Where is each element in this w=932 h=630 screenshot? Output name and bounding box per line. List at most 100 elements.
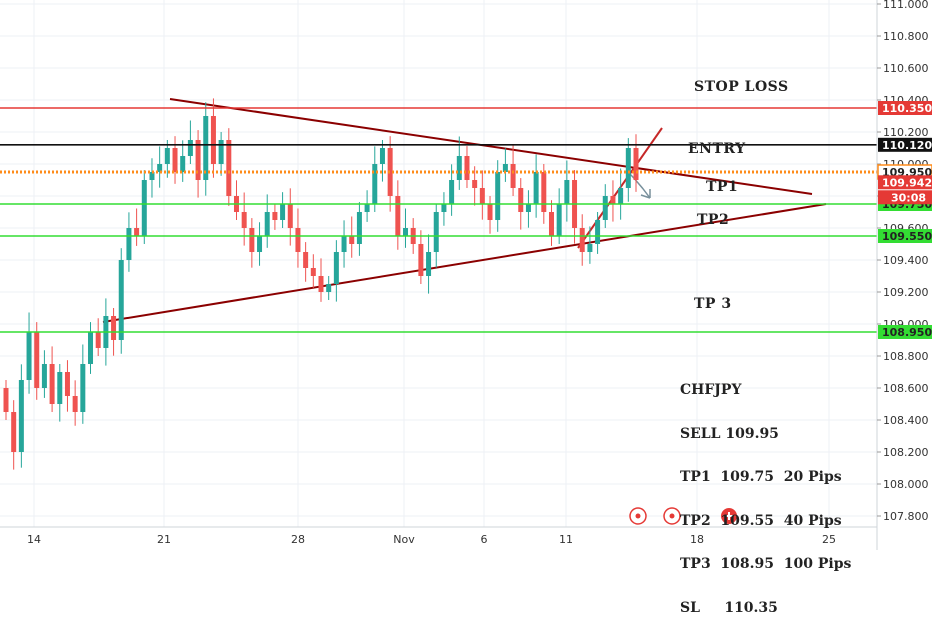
candle-body bbox=[341, 236, 347, 252]
dividend-event-icon[interactable] bbox=[629, 507, 647, 525]
candle-body bbox=[433, 212, 439, 252]
projection-arrow-icon bbox=[627, 171, 651, 199]
candle-body bbox=[595, 220, 601, 244]
current-price-tag bbox=[878, 175, 932, 190]
tp2-annotation: TP2 bbox=[697, 212, 729, 228]
time-tick-label: 14 bbox=[27, 533, 41, 546]
candle-body bbox=[257, 236, 263, 252]
candle-body bbox=[80, 364, 86, 412]
candle-body bbox=[218, 140, 224, 164]
countdown-label: 30:08 bbox=[891, 191, 926, 204]
candle-body bbox=[249, 228, 255, 252]
stop-loss-price-tag bbox=[878, 101, 932, 115]
add-event-icon[interactable] bbox=[721, 508, 737, 524]
candle-body bbox=[387, 148, 393, 196]
candle-body bbox=[187, 140, 193, 156]
time-tick-label: 11 bbox=[559, 533, 573, 546]
candle-body bbox=[203, 116, 209, 180]
info-tp1: TP1 109.75 20 Pips bbox=[680, 469, 842, 485]
candle-body bbox=[57, 372, 63, 404]
candle-body bbox=[487, 204, 493, 220]
info-symbol: CHFJPY bbox=[680, 382, 742, 398]
candle-body bbox=[210, 116, 216, 164]
candle-body bbox=[280, 204, 286, 220]
candle-body bbox=[18, 380, 24, 452]
price-axis[interactable]: 111.000110.800110.600110.400110.200110.0… bbox=[876, 0, 932, 550]
candle-body bbox=[418, 244, 424, 276]
stop-loss-annotation: STOP LOSS bbox=[694, 79, 789, 95]
candle-body bbox=[72, 396, 78, 412]
candle-body bbox=[495, 172, 501, 220]
candle-body bbox=[372, 164, 378, 204]
price-tick-label: 108.000 bbox=[883, 478, 929, 491]
stop-loss-price-label: 110.350 bbox=[882, 102, 932, 115]
candle-body bbox=[533, 172, 539, 204]
candle-body bbox=[164, 148, 170, 164]
info-sell: SELL 109.95 bbox=[680, 425, 779, 442]
time-tick-label: 25 bbox=[822, 533, 836, 546]
candle-body bbox=[633, 148, 639, 180]
price-tick-label: 110.600 bbox=[883, 62, 929, 75]
candle-body bbox=[149, 172, 155, 180]
candle-body bbox=[518, 188, 524, 212]
price-tick-label: 111.000 bbox=[883, 0, 929, 11]
candle-body bbox=[310, 268, 316, 276]
candle-body bbox=[134, 228, 140, 236]
candle-body bbox=[587, 244, 593, 252]
trade-info-box: CHFJPY SELL 109.95 TP1 109.75 20 Pips TP… bbox=[680, 354, 851, 630]
candle-body bbox=[26, 332, 32, 380]
tp3-price-label: 108.950 bbox=[882, 326, 932, 339]
candle-body bbox=[180, 156, 186, 172]
time-axis[interactable]: 14 21 28 Nov 6 11 18 25 bbox=[0, 526, 877, 546]
lower-trendline bbox=[102, 203, 827, 323]
price-tick-label: 109.200 bbox=[883, 286, 929, 299]
candle-body bbox=[11, 412, 17, 452]
candle-body bbox=[403, 228, 409, 236]
candle-body bbox=[272, 212, 278, 220]
candle-body bbox=[49, 364, 55, 404]
price-levels bbox=[0, 107, 877, 333]
tp2-price-tag bbox=[878, 229, 932, 243]
entry-annotation: ENTRY bbox=[688, 141, 746, 157]
candle-body bbox=[379, 148, 385, 164]
chart-event-icons[interactable] bbox=[629, 507, 737, 525]
candle-body bbox=[502, 164, 508, 172]
price-tick-label: 110.800 bbox=[883, 30, 929, 43]
earnings-event-icon[interactable] bbox=[663, 507, 681, 525]
candle-body bbox=[111, 316, 117, 340]
tp2-price-label: 109.550 bbox=[882, 230, 932, 243]
candle-body bbox=[602, 196, 608, 220]
candle-body bbox=[41, 364, 47, 388]
candle-body bbox=[618, 188, 624, 204]
time-tick-label: 6 bbox=[481, 533, 488, 546]
tp1-annotation: TP1 bbox=[706, 179, 738, 195]
candle-body bbox=[333, 252, 339, 284]
price-tick-label: 108.600 bbox=[883, 382, 929, 395]
price-tick-label: 108.200 bbox=[883, 446, 929, 459]
candle-body bbox=[303, 252, 309, 268]
tp3-price-tag bbox=[878, 325, 932, 339]
candle-body bbox=[95, 332, 101, 348]
info-tp2: TP2 109.55 40 Pips bbox=[680, 512, 842, 529]
candle-body bbox=[472, 180, 478, 188]
candle-body bbox=[3, 388, 9, 412]
info-tp3: TP3 108.95 100 Pips bbox=[680, 556, 852, 572]
candle-body bbox=[510, 164, 516, 188]
candle-body bbox=[625, 148, 631, 188]
candle-body bbox=[226, 140, 232, 196]
candle-body bbox=[64, 372, 70, 396]
price-chart[interactable]: 111.000110.800110.600110.400110.200110.0… bbox=[0, 0, 932, 550]
candle-body bbox=[349, 236, 355, 244]
price-tick-label: 109.400 bbox=[883, 254, 929, 267]
candle-body bbox=[241, 212, 247, 228]
candle-body bbox=[525, 204, 531, 212]
upper-trendline bbox=[169, 98, 813, 195]
candle-body bbox=[479, 188, 485, 204]
candle-body bbox=[126, 228, 132, 260]
countdown-tag bbox=[878, 190, 932, 205]
candle-body bbox=[356, 212, 362, 244]
candle-body bbox=[548, 212, 554, 236]
candle-body bbox=[141, 180, 147, 236]
price-tick-label: 110.200 bbox=[883, 126, 929, 139]
candle-body bbox=[287, 204, 293, 228]
